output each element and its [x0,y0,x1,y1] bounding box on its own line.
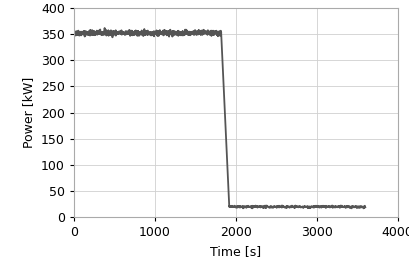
X-axis label: Time [s]: Time [s] [210,245,261,258]
Y-axis label: Power [kW]: Power [kW] [22,77,35,148]
